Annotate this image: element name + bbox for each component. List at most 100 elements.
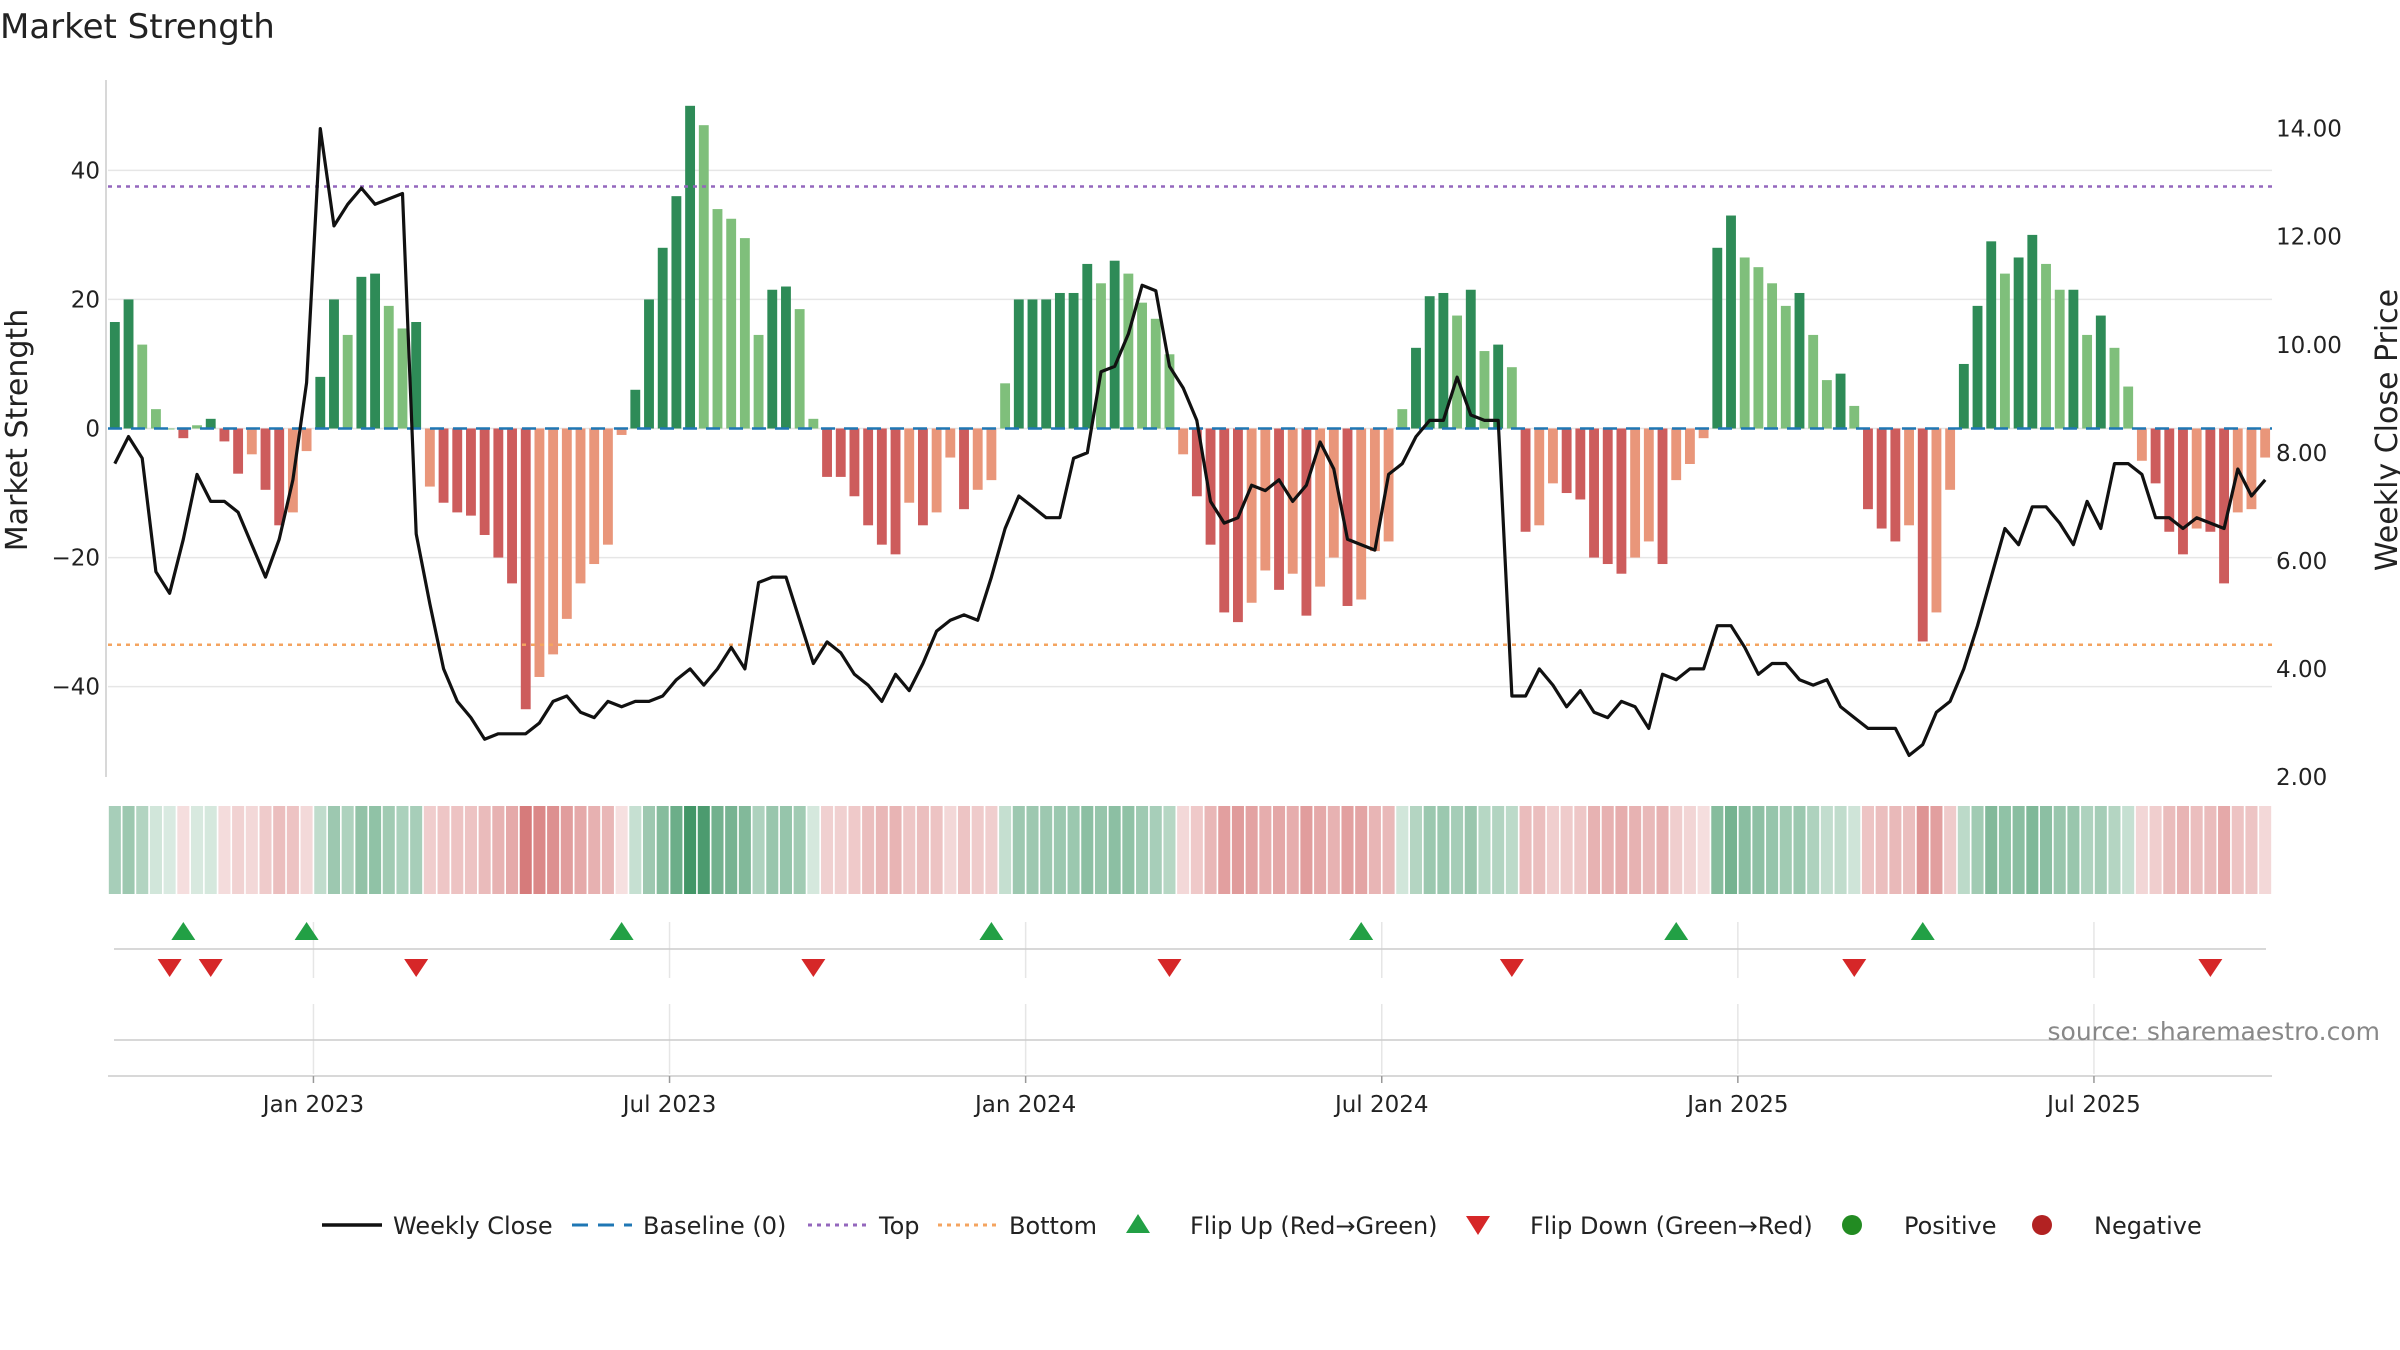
heat-cell [2094, 806, 2107, 894]
strength-bar [219, 428, 230, 442]
strength-bar [1013, 299, 1024, 429]
heat-cell [163, 806, 176, 894]
heat-cell [1382, 806, 1395, 894]
strength-bar [178, 428, 189, 439]
strength-bar [986, 428, 997, 481]
strength-bar [1630, 428, 1641, 558]
strength-bar [164, 428, 175, 430]
heat-cell [1519, 806, 1532, 894]
heat-cell [1300, 806, 1313, 894]
strength-bar [2109, 347, 2120, 429]
strength-bar [685, 105, 696, 429]
heat-cell [2149, 806, 2162, 894]
heat-cell [766, 806, 779, 894]
strength-bar [1520, 428, 1531, 532]
heat-cell [656, 806, 669, 894]
heat-cell [1807, 806, 1820, 894]
strength-bar [397, 328, 408, 429]
heat-cell [1218, 806, 1231, 894]
heat-cell [1067, 806, 1080, 894]
strength-bar [192, 425, 202, 429]
strength-bar [1369, 428, 1380, 552]
strength-bar [329, 299, 339, 429]
strength-bar [123, 299, 134, 429]
strength-bar [945, 428, 956, 458]
y-tick-label-left: −20 [51, 546, 100, 572]
heat-cell [2039, 806, 2053, 894]
legend-label: Weekly Close [393, 1212, 553, 1240]
y-tick-label-left: 40 [71, 158, 100, 184]
heat-cell [492, 806, 505, 894]
heat-cell [1615, 806, 1628, 894]
axes: 40 20 0 −20 −40 14.00 12.00 10.00 8.00 6.00 4.00 2.… [51, 80, 2342, 1118]
strength-bar [1931, 428, 1942, 613]
strength-bar [644, 299, 654, 429]
flip-down-marker [1157, 959, 1182, 977]
x-tick-label: Jan 2023 [261, 1092, 364, 1118]
strength-bar [822, 428, 832, 477]
heat-cell [478, 806, 491, 894]
strength-bar [2123, 386, 2134, 429]
heat-cell [2067, 806, 2080, 894]
strength-bar [2164, 428, 2175, 532]
strength-bar [1438, 292, 1449, 429]
strength-bar [274, 428, 285, 526]
heat-cell [1492, 806, 1505, 894]
heat-cell [1396, 806, 1409, 894]
strength-bar [671, 196, 682, 429]
strength-bar [1274, 428, 1284, 590]
strength-bar [917, 428, 928, 526]
flip-up-marker [609, 922, 634, 940]
flip-up-marker [171, 922, 196, 940]
strength-bar [246, 428, 257, 455]
heat-cell [1437, 806, 1450, 894]
heat-cell [327, 806, 341, 894]
strength-bar [2246, 428, 2257, 510]
legend-item: Negative [2032, 1212, 2202, 1240]
heat-cell [437, 806, 450, 894]
strength-bar [1096, 283, 1106, 429]
heat-cell [2259, 806, 2272, 894]
flip-up-marker [1910, 922, 1935, 940]
legend-label: Positive [1904, 1212, 1997, 1240]
strength-bar [1383, 428, 1394, 542]
strength-bar [1150, 318, 1161, 429]
y-axis-title-right: Weekly Close Price [2370, 289, 2400, 571]
heat-cell [1245, 806, 1258, 894]
heat-cell [1081, 806, 1094, 894]
heat-cell [875, 806, 888, 894]
heat-cell [1903, 806, 1916, 894]
heat-cell [1136, 806, 1149, 894]
strength-bar [233, 428, 244, 474]
heat-cell [574, 806, 587, 894]
strength-bar [1301, 428, 1312, 616]
legend-item: Flip Up (Red→Green) [1126, 1212, 1438, 1240]
flip-markers [114, 922, 2266, 1041]
strength-bar [315, 376, 326, 429]
flip-down-marker [157, 959, 182, 977]
strength-bar [1000, 383, 1011, 429]
heat-cell [286, 806, 299, 894]
heat-cell [464, 806, 477, 894]
heat-cell [1190, 806, 1203, 894]
heat-cell [2122, 806, 2135, 894]
heat-cell [1738, 806, 1751, 894]
flip-down-marker [1499, 959, 1524, 977]
heat-cell [273, 806, 286, 894]
x-tick-label: Jan 2025 [1685, 1092, 1788, 1118]
legend-label: Top [878, 1212, 920, 1240]
strength-bar [1698, 428, 1709, 439]
y-axis-title-left: Market Strength [0, 309, 35, 551]
strength-bar [1602, 428, 1613, 565]
strength-bar [794, 309, 805, 429]
heat-cell [629, 806, 642, 894]
heat-cell [1026, 806, 1039, 894]
strength-bar [1452, 315, 1463, 429]
x-tick-label: Jul 2023 [621, 1092, 717, 1118]
heat-cell [1560, 806, 1573, 894]
heat-cell [903, 806, 916, 894]
heat-cell [533, 806, 546, 894]
heat-cell [1875, 806, 1888, 894]
strength-bar [1315, 428, 1326, 587]
heat-cell [916, 806, 929, 894]
